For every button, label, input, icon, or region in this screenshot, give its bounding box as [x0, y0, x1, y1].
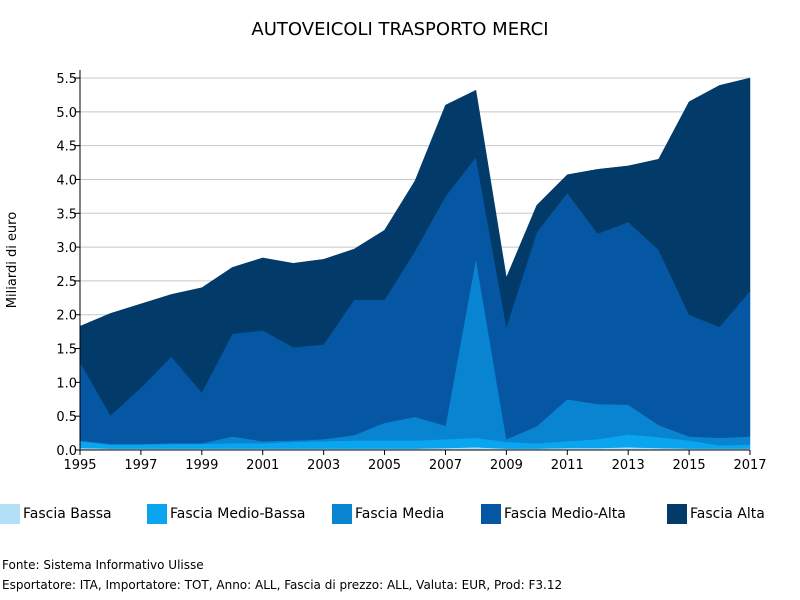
x-tick-label: 2001: [246, 458, 279, 473]
x-tick-label: 1995: [63, 458, 96, 473]
y-tick-label: 1.5: [56, 343, 77, 358]
legend-item: Fascia Medio-Bassa: [147, 504, 305, 524]
x-tick-label: 2005: [368, 458, 401, 473]
area-fascia-alta: [79, 77, 751, 416]
y-tick-label: 3.5: [56, 207, 77, 222]
legend-label: Fascia Media: [355, 506, 445, 522]
legend-item: Fascia Medio-Alta: [481, 504, 626, 524]
legend-label: Fascia Alta: [690, 506, 765, 522]
x-tick-label: 2007: [429, 458, 462, 473]
y-tick-label: 1.0: [56, 376, 77, 391]
x-tick-label: 2009: [490, 458, 523, 473]
axes: 0.0 0.5 1.0 1.5 2.0 2.5 3.0 3.5 4.0 4.5 5.0 5.5 1995…: [56, 70, 767, 473]
legend-swatch: [0, 504, 20, 524]
y-tick-label: 4.0: [56, 173, 77, 188]
x-tick-label: 1997: [124, 458, 157, 473]
y-tick-label: 5.0: [56, 106, 77, 121]
footer-source: Fonte: Sistema Informativo Ulisse: [2, 558, 204, 572]
legend-item: Fascia Alta: [667, 504, 765, 524]
legend-item: Fascia Media: [332, 504, 444, 524]
x-tick-label: 1999: [185, 458, 218, 473]
x-tick-label: 2015: [673, 458, 706, 473]
y-tick-label: 5.5: [56, 72, 77, 87]
x-tick-label: 2017: [733, 458, 766, 473]
legend-label: Fascia Medio-Alta: [504, 506, 626, 522]
y-tick-label: 2.5: [56, 275, 77, 290]
legend-swatch: [667, 504, 687, 524]
legend-swatch: [481, 504, 501, 524]
x-tick-label: 2013: [612, 458, 645, 473]
y-tick-label: 0.5: [56, 410, 77, 425]
x-tick-label: 2011: [551, 458, 584, 473]
y-tick-label: 4.5: [56, 140, 77, 155]
legend-label: Fascia Medio-Bassa: [170, 506, 306, 522]
y-tick-label: 3.0: [56, 241, 77, 256]
x-tick-label: 2003: [307, 458, 340, 473]
y-axis-label: Miliardi di euro: [5, 212, 20, 308]
chart-title: AUTOVEICOLI TRASPORTO MERCI: [251, 19, 549, 40]
legend-swatch: [332, 504, 352, 524]
area-layer: [79, 77, 751, 451]
legend-label: Fascia Bassa: [23, 506, 112, 522]
y-tick-label: 2.0: [56, 309, 77, 324]
footer-filters: Esportatore: ITA, Importatore: TOT, Anno…: [2, 578, 563, 592]
legend-swatch: [147, 504, 167, 524]
y-tick-label: 0.0: [56, 444, 77, 459]
legend-item: Fascia Bassa: [0, 504, 112, 524]
